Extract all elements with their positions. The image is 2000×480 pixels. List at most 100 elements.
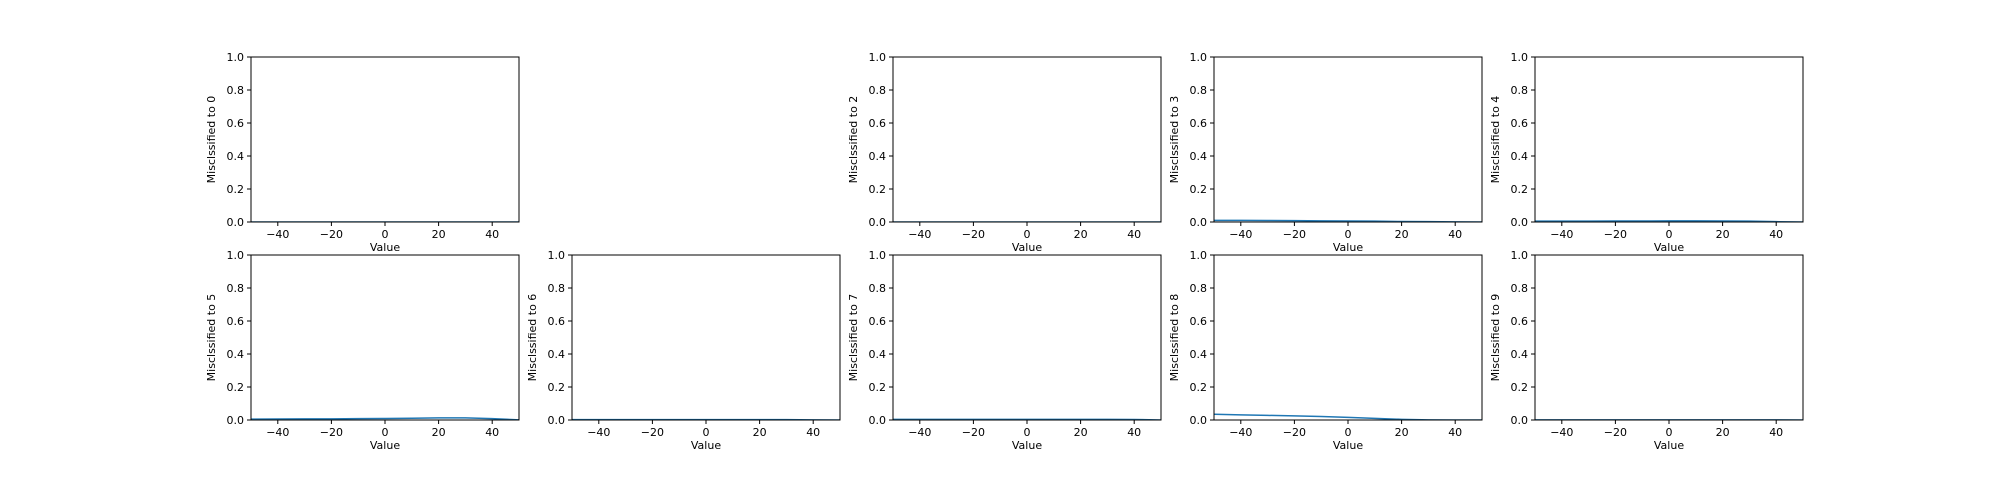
y-tick-label-4-1: 0.2 [1511, 183, 1529, 196]
y-tick-label-2-1: 0.2 [869, 183, 887, 196]
x-tick-label-6-3: 20 [753, 426, 767, 439]
subplot-4: −40 −20 0 20 40 0.0 0.2 0.4 0.6 0.8 1.0 Value Miscls… [1489, 51, 1804, 254]
x-tick-label-8-2: 0 [1345, 426, 1352, 439]
y-tick-label-7-2: 0.4 [869, 348, 887, 361]
y-tick-label-8-0: 0.0 [1190, 414, 1208, 427]
y-tick-label-6-3: 0.6 [548, 315, 566, 328]
axes-frame-2 [892, 56, 1162, 223]
y-tick-label-0-1: 0.2 [227, 183, 245, 196]
y-tick-label-2-3: 0.6 [869, 117, 887, 130]
y-tick-label-3-5: 1.0 [1190, 51, 1208, 64]
y-tick-label-9-2: 0.4 [1511, 348, 1529, 361]
y-tick-label-2-0: 0.0 [869, 216, 887, 229]
y-tick-label-5-0: 0.0 [227, 414, 245, 427]
y-tick-label-0-0: 0.0 [227, 216, 245, 229]
y-tick-label-8-5: 1.0 [1190, 249, 1208, 262]
x-tick-label-4-4: 40 [1769, 228, 1783, 241]
y-axis-label-2: Misclssified to 2 [847, 96, 860, 184]
y-axis-label-0: Misclssified to 0 [205, 96, 218, 184]
x-axis-label-0: Value [370, 241, 400, 254]
y-tick-label-0-4: 0.8 [227, 84, 245, 97]
y-axis-label-8: Misclssified to 8 [1168, 294, 1181, 382]
x-tick-label-9-4: 40 [1769, 426, 1783, 439]
subplot-3: −40 −20 0 20 40 0.0 0.2 0.4 0.6 0.8 1.0 Value Miscls… [1168, 51, 1483, 254]
x-tick-label-4-0: −40 [1550, 228, 1573, 241]
x-tick-label-2-3: 20 [1074, 228, 1088, 241]
x-tick-label-9-2: 0 [1666, 426, 1673, 439]
x-axis-label-2: Value [1012, 241, 1042, 254]
x-tick-label-0-4: 40 [485, 228, 499, 241]
y-tick-label-9-0: 0.0 [1511, 414, 1529, 427]
y-tick-label-8-1: 0.2 [1190, 381, 1208, 394]
x-tick-label-4-2: 0 [1666, 228, 1673, 241]
axes-frame-3 [1213, 56, 1483, 223]
y-tick-label-4-3: 0.6 [1511, 117, 1529, 130]
axes-frame-5 [250, 254, 520, 421]
y-tick-label-9-4: 0.8 [1511, 282, 1529, 295]
y-tick-label-9-3: 0.6 [1511, 315, 1529, 328]
y-tick-label-3-4: 0.8 [1190, 84, 1208, 97]
x-tick-label-2-0: −40 [908, 228, 931, 241]
axes-frame-7 [892, 254, 1162, 421]
x-tick-label-8-3: 20 [1395, 426, 1409, 439]
y-tick-label-9-1: 0.2 [1511, 381, 1529, 394]
x-tick-label-7-4: 40 [1127, 426, 1141, 439]
y-tick-label-5-2: 0.4 [227, 348, 245, 361]
y-tick-label-8-2: 0.4 [1190, 348, 1208, 361]
x-tick-label-7-2: 0 [1024, 426, 1031, 439]
y-tick-label-3-0: 0.0 [1190, 216, 1208, 229]
x-tick-label-6-4: 40 [806, 426, 820, 439]
y-axis-label-5: Misclssified to 5 [205, 294, 218, 382]
x-tick-label-4-1: −20 [1604, 228, 1627, 241]
x-tick-label-0-0: −40 [266, 228, 289, 241]
y-tick-label-3-3: 0.6 [1190, 117, 1208, 130]
subplot-0: −40 −20 0 20 40 0.0 0.2 0.4 0.6 0.8 1.0 Value Miscls… [205, 51, 520, 254]
x-tick-label-3-1: −20 [1283, 228, 1306, 241]
series-line-5-0 [251, 417, 519, 420]
y-tick-label-7-4: 0.8 [869, 282, 887, 295]
x-tick-label-2-1: −20 [962, 228, 985, 241]
x-tick-label-5-2: 0 [382, 426, 389, 439]
y-tick-label-4-5: 1.0 [1511, 51, 1529, 64]
y-tick-label-0-2: 0.4 [227, 150, 245, 163]
x-tick-label-3-4: 40 [1448, 228, 1462, 241]
axes-frame-6 [571, 254, 841, 421]
x-tick-label-7-3: 20 [1074, 426, 1088, 439]
y-axis-label-6: Misclssified to 6 [526, 294, 539, 382]
subplot-8: −40 −20 0 20 40 0.0 0.2 0.4 0.6 0.8 1.0 Value Miscls… [1168, 249, 1483, 452]
x-tick-label-5-4: 40 [485, 426, 499, 439]
x-tick-label-7-0: −40 [908, 426, 931, 439]
x-tick-label-7-1: −20 [962, 426, 985, 439]
x-tick-label-8-4: 40 [1448, 426, 1462, 439]
series-line-4-0 [1535, 220, 1803, 222]
y-tick-label-2-2: 0.4 [869, 150, 887, 163]
x-tick-label-8-1: −20 [1283, 426, 1306, 439]
subplot-7: −40 −20 0 20 40 0.0 0.2 0.4 0.6 0.8 1.0 Value Miscls… [847, 249, 1162, 452]
x-tick-label-5-3: 20 [432, 426, 446, 439]
y-tick-label-5-3: 0.6 [227, 315, 245, 328]
x-axis-label-3: Value [1333, 241, 1363, 254]
y-tick-label-5-1: 0.2 [227, 381, 245, 394]
x-axis-label-7: Value [1012, 439, 1042, 452]
y-tick-label-5-5: 1.0 [227, 249, 245, 262]
x-tick-label-4-3: 20 [1716, 228, 1730, 241]
x-tick-label-2-2: 0 [1024, 228, 1031, 241]
x-tick-label-3-0: −40 [1229, 228, 1252, 241]
y-tick-label-6-4: 0.8 [548, 282, 566, 295]
y-tick-label-7-3: 0.6 [869, 315, 887, 328]
y-axis-label-7: Misclssified to 7 [847, 294, 860, 382]
y-tick-label-6-5: 1.0 [548, 249, 566, 262]
axes-frame-9 [1534, 254, 1804, 421]
x-tick-label-0-3: 20 [432, 228, 446, 241]
x-axis-label-4: Value [1654, 241, 1684, 254]
y-tick-label-7-1: 0.2 [869, 381, 887, 394]
y-tick-label-7-5: 1.0 [869, 249, 887, 262]
y-tick-label-0-3: 0.6 [227, 117, 245, 130]
x-tick-label-6-0: −40 [587, 426, 610, 439]
y-tick-label-4-2: 0.4 [1511, 150, 1529, 163]
x-tick-label-0-2: 0 [382, 228, 389, 241]
x-axis-label-9: Value [1654, 439, 1684, 452]
y-tick-label-3-2: 0.4 [1190, 150, 1208, 163]
x-axis-label-5: Value [370, 439, 400, 452]
